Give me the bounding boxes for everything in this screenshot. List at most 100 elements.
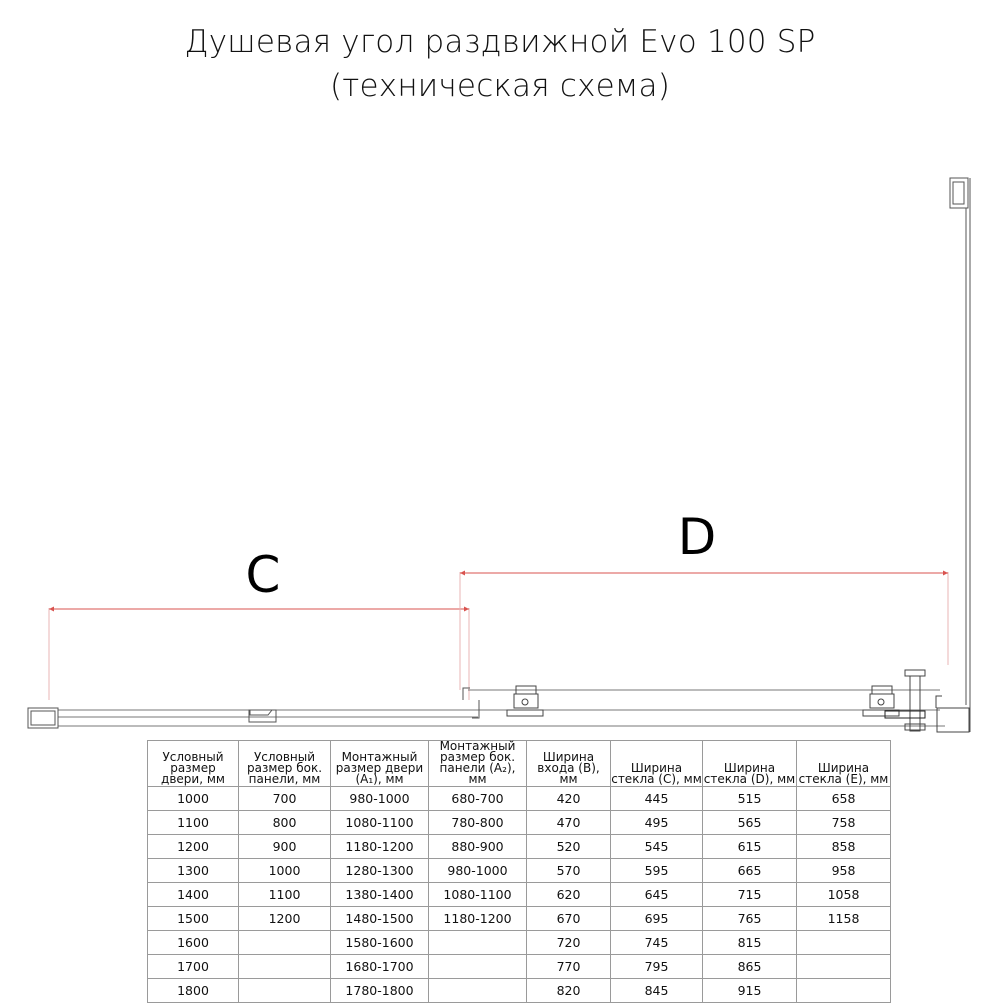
table-cell: 570 [526,858,611,883]
table-cell: 865 [702,954,797,979]
table-cell [428,930,527,955]
table-cell: 880-900 [428,834,527,859]
table-cell: 515 [702,786,797,811]
table-cell: 1200 [147,834,239,859]
table-cell: 1300 [147,858,239,883]
table-cell: 900 [238,834,331,859]
table-row: 1400 1100 1380-1400 1080-1100 620 645 715 1058 [147,882,891,907]
table-cell: 620 [526,882,611,907]
table-cell: 1500 [147,906,239,931]
table-cell: 1080-1100 [330,810,429,835]
table-cell: 1800 [147,978,239,1003]
table-cell: 1200 [238,906,331,931]
table-cell: 1080-1100 [428,882,527,907]
table-cell [238,978,331,1003]
table-header-row: Условный размер двери, мм Условный разме… [147,740,891,787]
page-subtitle: (техническая схема) [330,68,670,104]
dimension-c: C [48,546,470,700]
table-cell: 1000 [147,786,239,811]
table-cell: 800 [238,810,331,835]
table-cell: 665 [702,858,797,883]
table-cell: 658 [796,786,891,811]
table-cell: 1700 [147,954,239,979]
table-cell: 680-700 [428,786,527,811]
table-cell: 980-1000 [428,858,527,883]
table-cell: 1680-1700 [330,954,429,979]
table-row: 1800 1780-1800 820 845 915 [147,978,891,1003]
table-cell [428,978,527,1003]
table-cell: 1100 [147,810,239,835]
table-cell: 565 [702,810,797,835]
table-cell: 1180-1200 [330,834,429,859]
table-cell: 745 [610,930,703,955]
table-row: 1500 1200 1480-1500 1180-1200 670 695 765 1158 [147,906,891,931]
column-header: Монтажный размер бок. панели (A₂), мм [428,740,527,787]
table-cell: 1158 [796,906,891,931]
table-cell: 780-800 [428,810,527,835]
table-cell: 470 [526,810,611,835]
dimensions-table: Условный размер двери, мм Условный разме… [147,740,891,1003]
page-title: Душевая угол раздвижной Evo 100 SP [184,24,816,60]
column-header: Ширина стекла (C), мм [610,740,703,787]
technical-drawing: C D [27,177,971,733]
table-cell: 720 [526,930,611,955]
table-cell: 1280-1300 [330,858,429,883]
table-cell: 615 [702,834,797,859]
dimension-label-c: C [246,546,281,604]
table-cell: 495 [610,810,703,835]
table-row: 1000 700 980-1000 680-700 420 445 515 658 [147,786,891,811]
table-cell: 858 [796,834,891,859]
column-header: Ширина входа (B), мм [526,740,611,787]
table-cell: 1480-1500 [330,906,429,931]
table-cell: 770 [526,954,611,979]
table-cell: 815 [702,930,797,955]
wall-connector [884,669,970,733]
table-cell: 958 [796,858,891,883]
table-cell [796,954,891,979]
table-cell: 765 [702,906,797,931]
table-cell [238,930,331,955]
table-cell: 645 [610,882,703,907]
table-cell: 420 [526,786,611,811]
table-cell: 758 [796,810,891,835]
table-cell: 795 [610,954,703,979]
column-header: Условный размер двери, мм [147,740,239,787]
table-cell: 715 [702,882,797,907]
table-cell: 595 [610,858,703,883]
rail-profiles [58,689,945,727]
table-row: 1700 1680-1700 770 795 865 [147,954,891,979]
table-cell: 1058 [796,882,891,907]
side-panel-profile [949,177,971,732]
table-cell [796,978,891,1003]
table-cell: 1580-1600 [330,930,429,955]
table-cell: 1180-1200 [428,906,527,931]
dimension-label-d: D [678,508,717,566]
table-cell: 845 [610,978,703,1003]
roller-left [506,685,544,717]
table-cell: 545 [610,834,703,859]
table-row: 1100 800 1080-1100 780-800 470 495 565 758 [147,810,891,835]
table-cell: 520 [526,834,611,859]
table-row: 1200 900 1180-1200 880-900 520 545 615 858 [147,834,891,859]
table-cell: 1000 [238,858,331,883]
dimension-d: D [459,508,949,690]
table-cell: 915 [702,978,797,1003]
table-cell: 1780-1800 [330,978,429,1003]
column-header: Ширина стекла (E), мм [796,740,891,787]
column-header: Условный размер бок. панели, мм [238,740,331,787]
column-header: Монтажный размер двери (A₁), мм [330,740,429,787]
table-row: 1600 1580-1600 720 745 815 [147,930,891,955]
table-cell [796,930,891,955]
table-cell: 1600 [147,930,239,955]
table-cell: 700 [238,786,331,811]
left-wall-profile [27,707,59,729]
table-row: 1300 1000 1280-1300 980-1000 570 595 665 958 [147,858,891,883]
table-cell: 1100 [238,882,331,907]
door-stopper [462,687,480,719]
table-cell: 670 [526,906,611,931]
door-handle [248,709,277,723]
table-cell: 820 [526,978,611,1003]
table-cell: 980-1000 [330,786,429,811]
table-cell [428,954,527,979]
table-cell: 445 [610,786,703,811]
